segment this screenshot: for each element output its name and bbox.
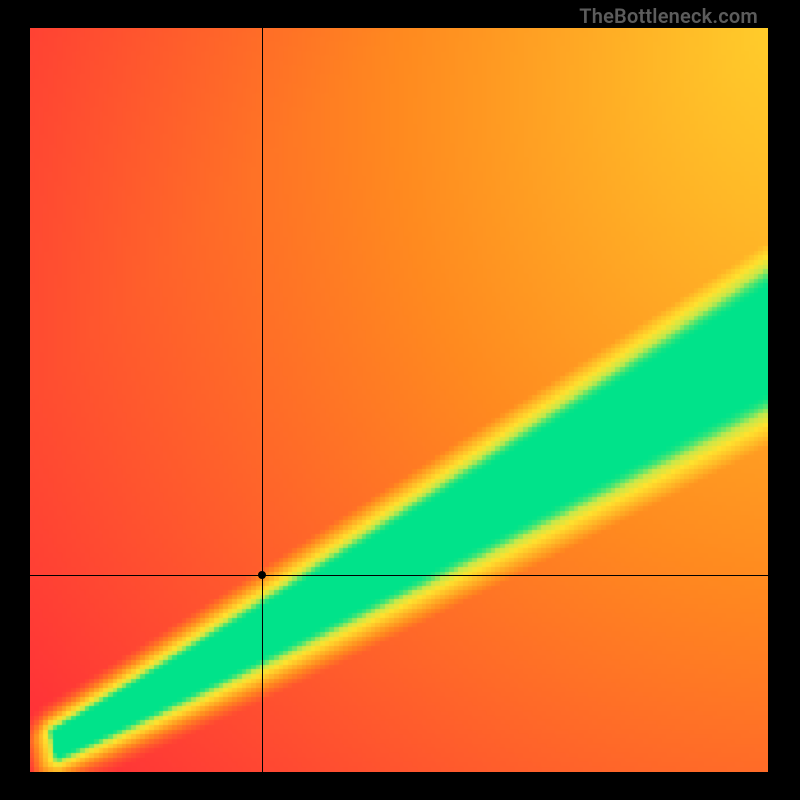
heatmap-plot [30,28,768,772]
heatmap-canvas [30,28,768,772]
crosshair-horizontal [30,575,768,576]
chart-frame: TheBottleneck.com [0,0,800,800]
watermark-text: TheBottleneck.com [579,4,758,28]
data-point-marker [258,571,266,579]
crosshair-vertical [262,28,263,772]
